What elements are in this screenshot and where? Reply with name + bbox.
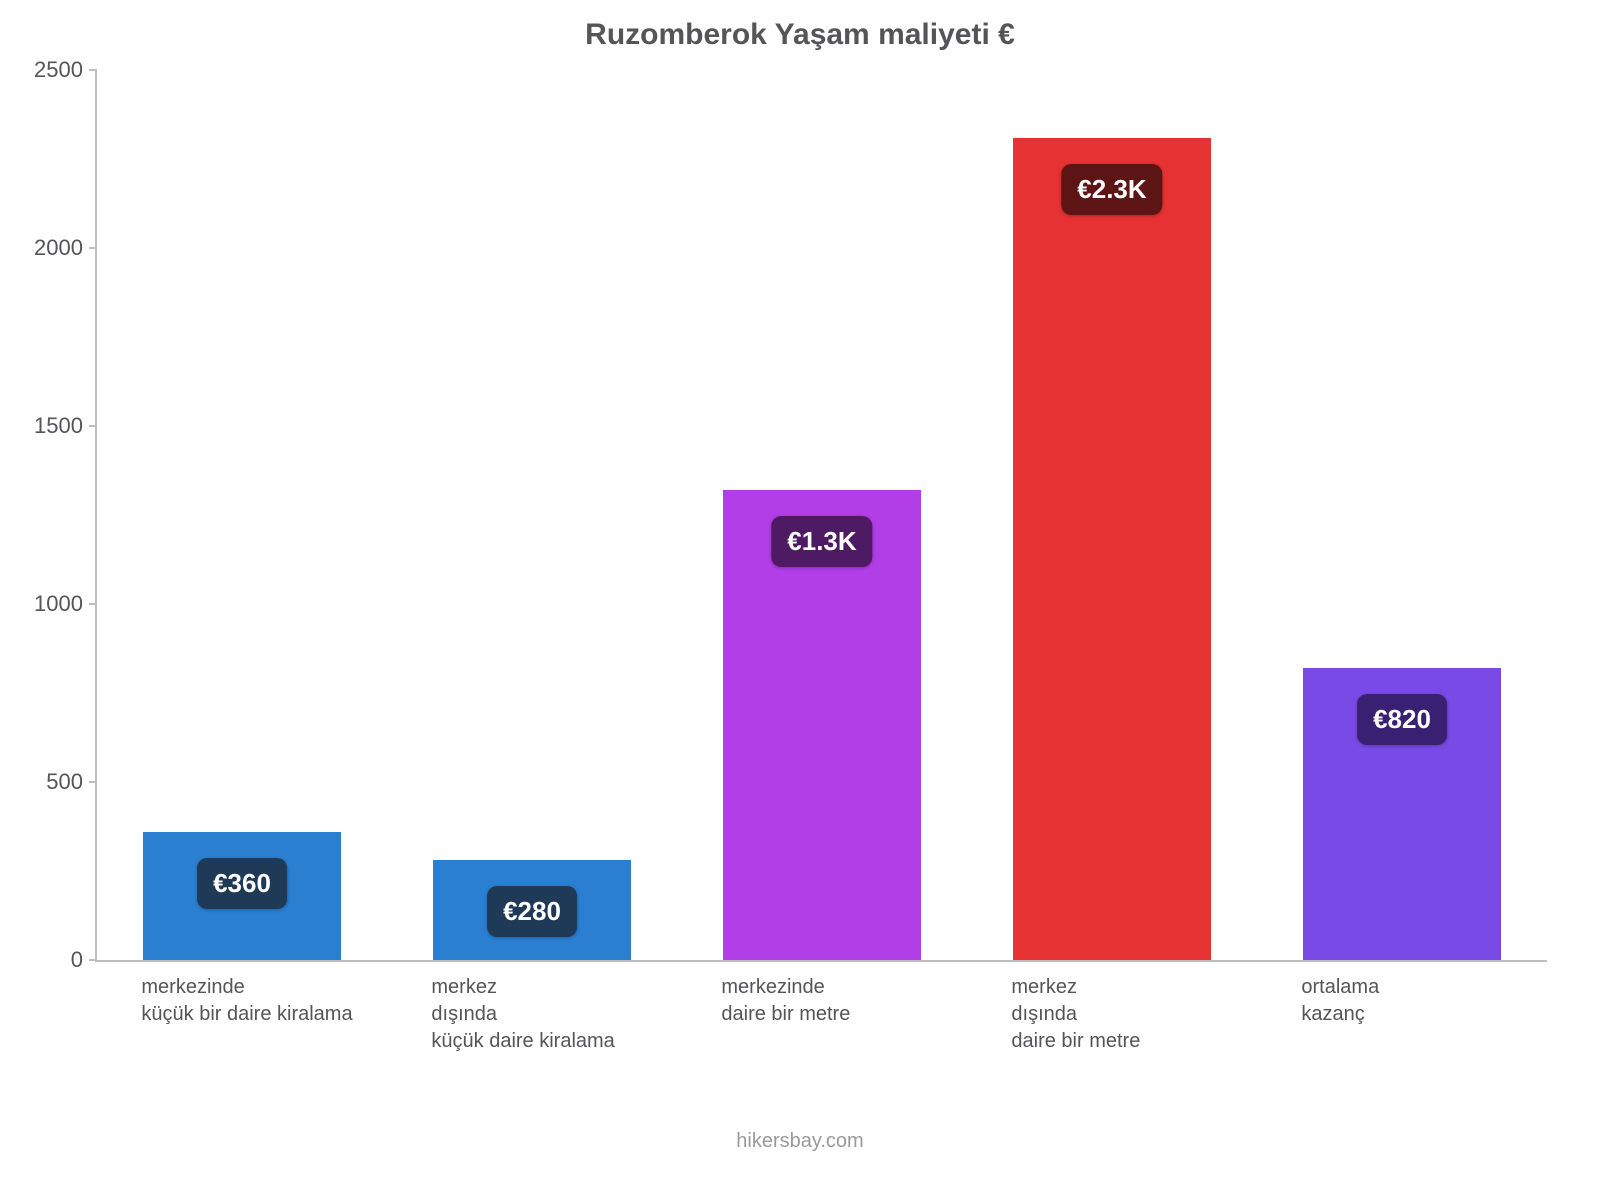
y-tick-mark [89,247,97,249]
x-tick-label: merkez dışında daire bir metre [1011,974,1140,1055]
value-badge: €1.3K [771,516,872,567]
value-badge: €280 [487,886,577,937]
value-badge: €2.3K [1061,164,1162,215]
y-tick-label: 1000 [34,591,97,617]
cost-of-living-chart: Ruzomberok Yaşam maliyeti € €360 €280 €1.3… [0,0,1600,1200]
x-tick-label: merkez dışında küçük daire kiralama [431,974,614,1055]
y-tick-label: 2000 [34,235,97,261]
y-tick-mark [89,781,97,783]
x-tick-label: merkezinde küçük bir daire kiralama [141,974,352,1028]
chart-footer: hikersbay.com [0,1130,1600,1153]
y-tick-mark [89,603,97,605]
bar: €360 [143,832,340,960]
y-tick-label: 2500 [34,57,97,83]
y-tick-label: 1500 [34,413,97,439]
chart-title: Ruzomberok Yaşam maliyeti € [0,18,1600,52]
bar: €820 [1303,668,1500,960]
x-tick-label: merkezinde daire bir metre [721,974,850,1028]
bar: €2.3K [1013,138,1210,960]
bars-layer: €360 €280 €1.3K €2.3K €820 [97,70,1547,960]
y-tick-mark [89,959,97,961]
y-tick-mark [89,425,97,427]
x-tick-label: ortalama kazanç [1301,974,1379,1028]
value-badge: €820 [1357,694,1447,745]
plot-area: €360€280€1.3K€2.3K€820 05001000150020002… [95,70,1547,962]
bar: €280 [433,860,630,960]
value-badge: €360 [197,858,287,909]
y-tick-mark [89,69,97,71]
bar: €1.3K [723,490,920,960]
